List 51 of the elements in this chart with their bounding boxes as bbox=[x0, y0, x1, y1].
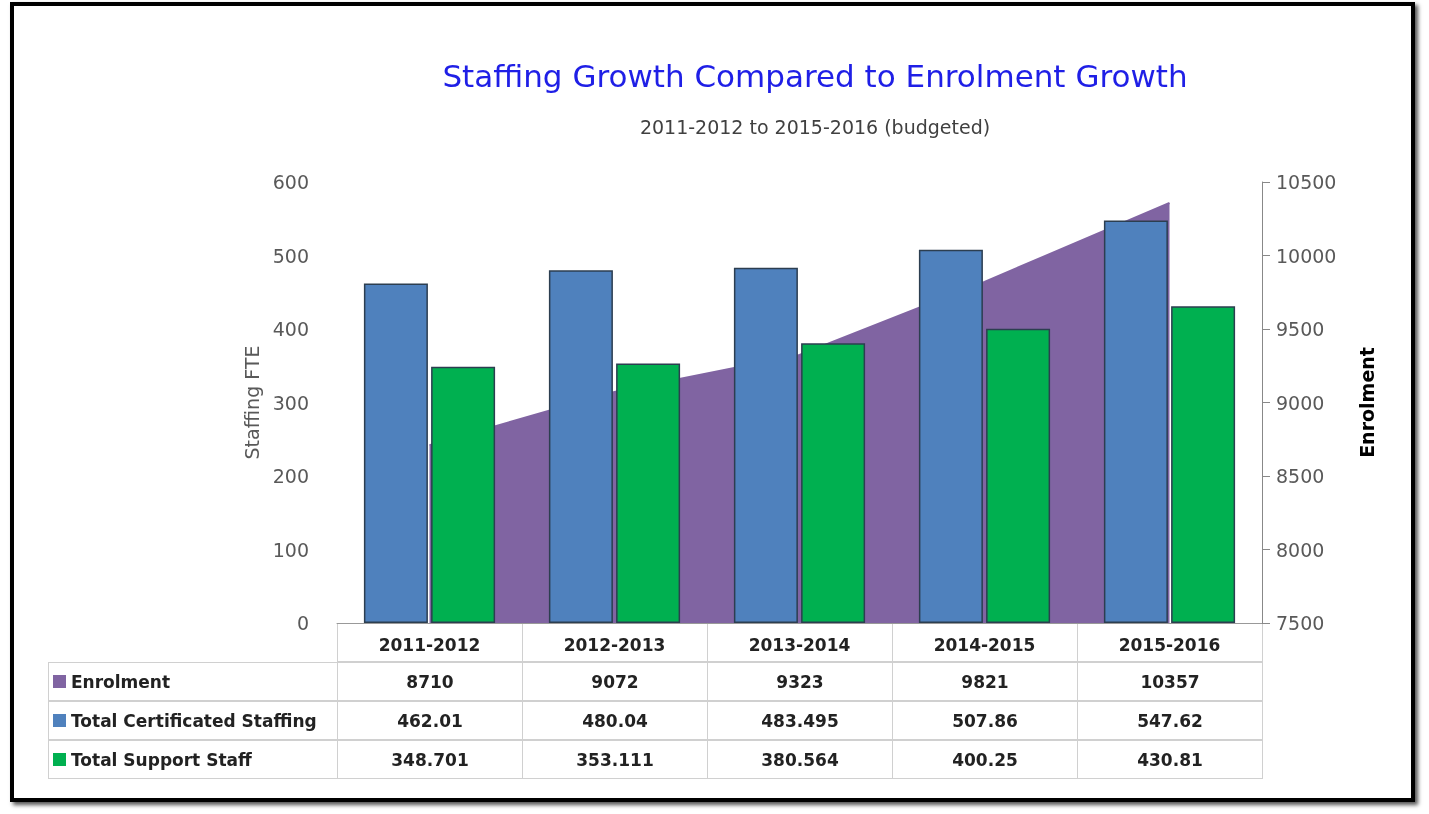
data-label: 462.01 bbox=[337, 701, 523, 740]
y2-axis-title: Enrolment bbox=[1355, 347, 1378, 458]
y2-tick-label: 9000 bbox=[1276, 391, 1325, 414]
y2-tick-label: 10500 bbox=[1276, 171, 1337, 193]
bar bbox=[616, 363, 681, 623]
y2-tick-label: 10000 bbox=[1276, 244, 1337, 267]
bar bbox=[363, 283, 428, 623]
chart-subtitle: 2011-2012 to 2015-2016 (budgeted) bbox=[639, 115, 991, 138]
data-label: 9323 bbox=[707, 662, 893, 701]
data-label: 483.495 bbox=[707, 701, 893, 740]
y-tick-label: 400 bbox=[272, 318, 309, 340]
data-label: 353.111 bbox=[522, 740, 708, 779]
data-label: 507.86 bbox=[892, 701, 1078, 740]
data-label: 9821 bbox=[892, 662, 1078, 701]
x-tick-label: 2011-2012 bbox=[378, 634, 481, 655]
y-tick-label: 600 bbox=[272, 171, 309, 193]
y-tick-label: 200 bbox=[272, 465, 309, 487]
legend-label: Total Support Staff bbox=[71, 749, 252, 770]
y-tick-label: 300 bbox=[272, 391, 309, 414]
y-tick-label: 0 bbox=[296, 612, 309, 634]
y2-tick-label: 8000 bbox=[1276, 538, 1325, 561]
legend-label: Enrolment bbox=[71, 671, 171, 692]
data-label: 400.25 bbox=[892, 740, 1078, 779]
bar bbox=[431, 366, 496, 623]
data-label: 9072 bbox=[522, 662, 708, 701]
x-tick-label: 2012-2013 bbox=[563, 634, 666, 655]
y2-tick-label: 7500 bbox=[1276, 612, 1325, 634]
y2-tick-label: 8500 bbox=[1276, 465, 1325, 487]
x-tick-label: 2015-2016 bbox=[1118, 634, 1221, 655]
x-tick-label: 2013-2014 bbox=[748, 634, 851, 655]
y2-tick-label: 9500 bbox=[1276, 318, 1325, 340]
data-label: 10357 bbox=[1077, 662, 1263, 701]
y-tick-label: 500 bbox=[272, 244, 309, 267]
bar bbox=[1171, 306, 1236, 623]
data-label: 480.04 bbox=[522, 701, 708, 740]
data-label: 547.62 bbox=[1077, 701, 1263, 740]
legend-label: Total Certificated Staffing bbox=[71, 710, 317, 731]
data-label: 380.564 bbox=[707, 740, 893, 779]
bar bbox=[548, 270, 613, 623]
x-tick-label: 2014-2015 bbox=[933, 634, 1036, 655]
bar bbox=[918, 249, 983, 623]
data-label: 8710 bbox=[337, 662, 523, 701]
data-label: 348.701 bbox=[337, 740, 523, 779]
chart-title: Staffing Growth Compared to Enrolment Growth bbox=[442, 57, 1188, 94]
bar bbox=[986, 328, 1051, 623]
y-axis-title: Staffing FTE bbox=[241, 345, 264, 460]
data-label: 430.81 bbox=[1077, 740, 1263, 779]
bar bbox=[1103, 220, 1168, 623]
bar bbox=[733, 267, 798, 623]
bar bbox=[801, 343, 866, 623]
y-tick-label: 100 bbox=[272, 538, 309, 561]
